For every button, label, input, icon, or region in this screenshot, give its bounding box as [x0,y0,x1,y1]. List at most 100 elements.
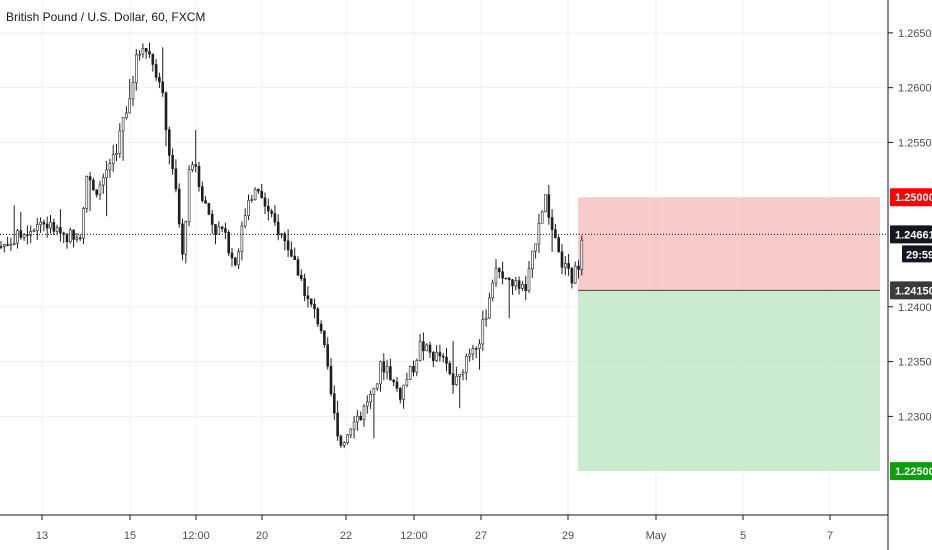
candle-body [540,211,544,224]
candle-body [2,244,6,247]
candle-body [210,213,214,225]
time-tick-label: 12:00 [182,530,210,542]
candle [12,205,16,246]
candle-body [42,221,46,225]
candle [181,218,184,261]
candle-body [151,53,155,65]
candle-body [181,223,184,255]
candle [69,227,72,244]
candle-body [92,179,95,191]
candle-body [554,229,557,239]
candle-body [118,130,122,154]
candle-body [326,344,330,367]
candle-body [174,168,178,190]
candle [138,49,141,61]
candle-body [507,277,511,280]
candle [468,348,471,362]
candle [352,415,356,439]
candle [296,256,300,276]
candle-body [521,284,524,289]
candle [260,183,264,199]
candle-body [138,53,141,56]
candle-body [392,379,396,383]
candle-body [375,383,379,389]
candle-body [369,394,372,403]
candle [237,248,240,269]
candle [273,204,277,226]
candle-body [29,231,33,236]
candle [507,276,511,319]
candle-body [52,222,56,232]
candle [210,209,214,234]
candle [557,235,561,253]
candle [154,59,158,81]
candle-body [201,186,204,201]
candle [263,192,267,214]
candle [78,234,82,241]
candle-body [22,234,26,238]
candle-body [237,251,240,266]
candle [369,390,372,410]
candle-body [168,129,171,156]
candle [59,209,62,242]
candle [428,341,432,358]
candle [577,260,580,279]
candle-body [402,384,405,400]
candle [290,241,293,258]
candle-body [286,240,290,251]
candle-body [234,257,237,266]
candle [316,307,320,327]
candle [488,292,491,320]
candle [458,373,462,409]
candle [197,161,201,192]
candle [547,184,551,225]
candle [405,372,409,388]
candle-body [141,47,145,55]
entry-price-badge-label: 1.24150 [895,285,932,297]
candle [148,42,151,59]
candle [111,144,115,172]
price-tick-label: 1.23500 [898,357,932,369]
candle [270,208,273,218]
candlestick-series [0,42,584,449]
candle [451,340,455,394]
candle-body [253,188,257,200]
candle [125,106,128,120]
take-profit-price-badge-bg [890,462,932,481]
candle [207,203,211,216]
time-axis[interactable]: 13 15 12:00 20 22 12:00 27 29 May 5 7 [0,514,888,542]
candle-body [524,284,528,291]
candle-body [121,117,125,132]
price-axis[interactable]: 1.26500 1.26000 1.25500 1.24000 1.23500 1.230… [887,0,932,550]
candle [72,229,75,248]
candle [570,266,574,289]
candle [431,350,435,367]
candle-body [346,434,349,443]
entry-price-badge-bg [890,281,932,300]
candle-body [75,237,79,240]
candle [75,232,79,243]
candle-body [144,47,148,52]
candle [550,209,554,252]
candle [372,387,376,439]
candle-body [365,401,369,407]
candle [283,231,287,251]
candle [174,159,178,193]
candle-body [517,280,521,289]
candle-body [148,51,151,55]
candle-body [484,317,488,320]
candle [448,360,452,376]
candle-body [511,279,514,287]
candle [464,353,468,380]
candle-body [78,237,82,240]
candle-body [481,319,485,345]
position-zones[interactable] [578,197,880,472]
candle-body [263,197,267,207]
candle-body [164,92,168,131]
candle [534,243,537,259]
current-price-badge-bg [890,225,932,244]
candle [62,231,66,244]
candle [6,236,9,247]
candle [455,366,458,386]
